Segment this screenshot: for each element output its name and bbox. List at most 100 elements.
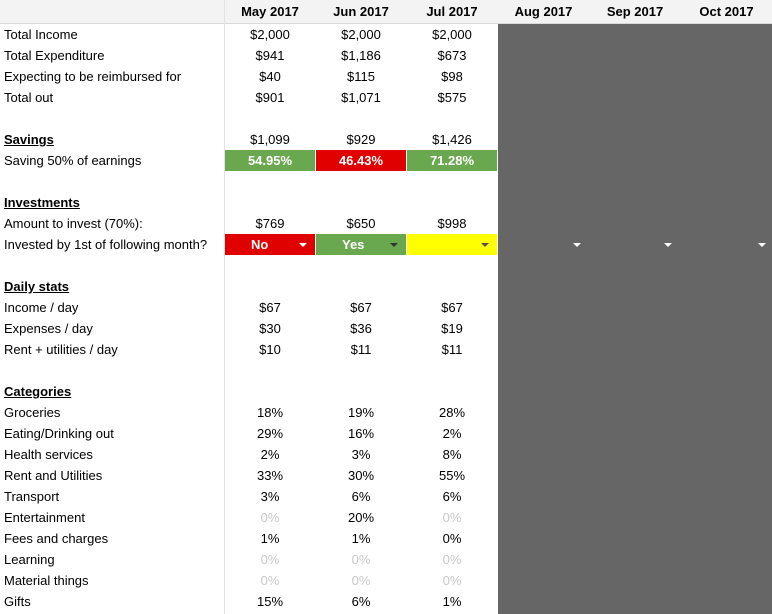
- row-label[interactable]: Groceries: [4, 405, 61, 420]
- invested-dropdown[interactable]: No: [225, 234, 315, 255]
- month-header[interactable]: Aug 2017: [514, 4, 573, 19]
- table-cell[interactable]: $2,000: [432, 27, 472, 42]
- table-cell[interactable]: $941: [255, 48, 285, 63]
- table-cell[interactable]: 2%: [442, 426, 462, 441]
- row-label[interactable]: Health services: [4, 447, 93, 462]
- row-label[interactable]: Fees and charges: [4, 531, 109, 546]
- row-label[interactable]: Amount to invest (70%):: [4, 216, 143, 231]
- table-cell[interactable]: 1%: [351, 531, 371, 546]
- table-cell[interactable]: 0%: [260, 552, 280, 567]
- month-header[interactable]: Sep 2017: [606, 4, 664, 19]
- table-cell[interactable]: $1,099: [250, 132, 290, 147]
- dropdown-arrow-icon[interactable]: [390, 243, 398, 247]
- row-label[interactable]: Rent and Utilities: [4, 468, 103, 483]
- section-heading[interactable]: Daily stats: [4, 279, 70, 294]
- table-cell[interactable]: 6%: [351, 594, 371, 609]
- table-cell[interactable]: 29%: [256, 426, 284, 441]
- table-cell[interactable]: $36: [350, 321, 372, 336]
- table-cell[interactable]: 1%: [442, 594, 462, 609]
- table-cell[interactable]: $19: [441, 321, 463, 336]
- table-cell[interactable]: 0%: [351, 552, 371, 567]
- table-cell[interactable]: 18%: [256, 405, 284, 420]
- row-label[interactable]: Expecting to be reimbursed for: [4, 69, 182, 84]
- table-cell[interactable]: $929: [346, 132, 376, 147]
- row-label[interactable]: Invested by 1st of following month?: [4, 237, 208, 252]
- table-cell[interactable]: 6%: [442, 489, 462, 504]
- table-cell[interactable]: $10: [259, 342, 281, 357]
- invested-dropdown[interactable]: [681, 234, 772, 255]
- invested-dropdown[interactable]: [590, 234, 680, 255]
- table-cell[interactable]: $67: [259, 300, 281, 315]
- table-cell[interactable]: $575: [437, 90, 467, 105]
- savings-percent-cell[interactable]: 46.43%: [316, 150, 406, 171]
- table-cell[interactable]: 19%: [347, 405, 375, 420]
- section-heading[interactable]: Savings: [4, 132, 54, 147]
- invested-dropdown[interactable]: [407, 234, 497, 255]
- invested-dropdown[interactable]: Yes: [316, 234, 406, 255]
- table-cell[interactable]: $1,426: [432, 132, 472, 147]
- dropdown-arrow-icon[interactable]: [481, 243, 489, 247]
- table-cell[interactable]: 0%: [260, 573, 280, 588]
- row-label[interactable]: Rent + utilities / day: [4, 342, 118, 357]
- month-header[interactable]: Oct 2017: [699, 4, 754, 19]
- table-cell[interactable]: $2,000: [341, 27, 381, 42]
- table-cell[interactable]: 2%: [260, 447, 280, 462]
- table-cell[interactable]: 8%: [442, 447, 462, 462]
- table-cell[interactable]: 15%: [256, 594, 284, 609]
- row-label[interactable]: Total Income: [4, 27, 78, 42]
- table-cell[interactable]: $40: [259, 69, 281, 84]
- table-cell[interactable]: 0%: [442, 531, 462, 546]
- savings-percent-cell[interactable]: 54.95%: [225, 150, 315, 171]
- invested-dropdown[interactable]: [498, 234, 589, 255]
- table-cell[interactable]: 30%: [347, 468, 375, 483]
- table-cell[interactable]: 28%: [438, 405, 466, 420]
- dropdown-arrow-icon[interactable]: [573, 243, 581, 247]
- table-cell[interactable]: 55%: [438, 468, 466, 483]
- table-cell[interactable]: $98: [441, 69, 463, 84]
- table-cell[interactable]: $30: [259, 321, 281, 336]
- section-heading[interactable]: Investments: [4, 195, 80, 210]
- table-cell[interactable]: $650: [346, 216, 376, 231]
- section-heading[interactable]: Categories: [4, 384, 72, 399]
- table-cell[interactable]: $673: [437, 48, 467, 63]
- table-cell[interactable]: 0%: [442, 573, 462, 588]
- table-cell[interactable]: 1%: [260, 531, 280, 546]
- month-header[interactable]: Jun 2017: [333, 4, 389, 19]
- table-cell[interactable]: $1,071: [341, 90, 381, 105]
- dropdown-arrow-icon[interactable]: [664, 243, 672, 247]
- savings-percent-cell[interactable]: 71.28%: [407, 150, 497, 171]
- table-cell[interactable]: 20%: [347, 510, 375, 525]
- table-cell[interactable]: $67: [350, 300, 372, 315]
- row-label[interactable]: Learning: [4, 552, 55, 567]
- dropdown-arrow-icon[interactable]: [758, 243, 766, 247]
- row-label[interactable]: Expenses / day: [4, 321, 93, 336]
- table-cell[interactable]: $11: [350, 342, 372, 357]
- row-label[interactable]: Income / day: [4, 300, 79, 315]
- row-label[interactable]: Eating/Drinking out: [4, 426, 114, 441]
- table-cell[interactable]: $115: [347, 69, 375, 84]
- row-label[interactable]: Transport: [4, 489, 60, 504]
- row-label[interactable]: Entertainment: [4, 510, 85, 525]
- row-label[interactable]: Total out: [4, 90, 54, 105]
- table-cell[interactable]: 16%: [347, 426, 375, 441]
- table-cell[interactable]: 6%: [351, 489, 371, 504]
- table-cell[interactable]: $769: [255, 216, 285, 231]
- table-cell[interactable]: $1,186: [341, 48, 381, 63]
- table-cell[interactable]: 0%: [351, 573, 371, 588]
- month-header[interactable]: Jul 2017: [426, 4, 478, 19]
- dropdown-arrow-icon[interactable]: [299, 243, 307, 247]
- table-cell[interactable]: 0%: [260, 510, 280, 525]
- row-label[interactable]: Gifts: [4, 594, 31, 609]
- table-cell[interactable]: 33%: [256, 468, 284, 483]
- row-label[interactable]: Saving 50% of earnings: [4, 153, 142, 168]
- table-cell[interactable]: 0%: [442, 510, 462, 525]
- table-cell[interactable]: 3%: [351, 447, 371, 462]
- row-label[interactable]: Total Expenditure: [4, 48, 105, 63]
- month-header[interactable]: May 2017: [241, 4, 299, 19]
- row-label[interactable]: Material things: [4, 573, 89, 588]
- table-cell[interactable]: $901: [255, 90, 285, 105]
- table-cell[interactable]: $998: [437, 216, 467, 231]
- table-cell[interactable]: $67: [441, 300, 463, 315]
- table-cell[interactable]: $11: [441, 342, 463, 357]
- table-cell[interactable]: 3%: [260, 489, 280, 504]
